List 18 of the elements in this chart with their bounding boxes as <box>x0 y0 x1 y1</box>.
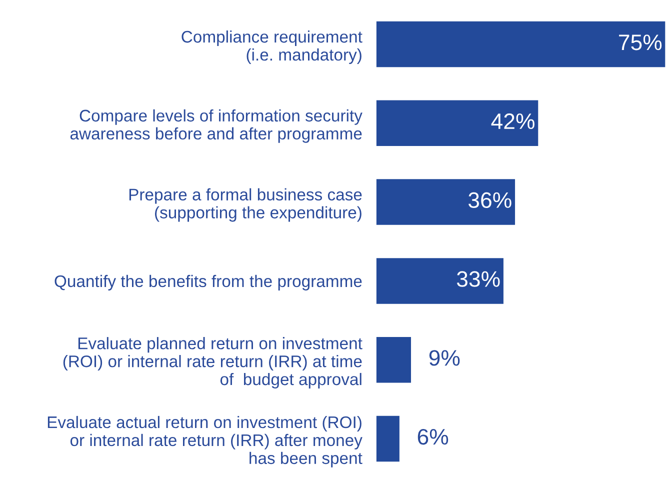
bar <box>376 179 516 225</box>
data-label: 33% <box>456 271 500 287</box>
y-tick-label: Evaluate actual return on investment (ROI) or internal rate return (IRR) after money has been spent <box>48 416 362 468</box>
data-label: 9% <box>429 350 460 366</box>
y-tick-label: Prepare a formal business case (supporting the expenditure) <box>129 188 362 222</box>
bar <box>376 416 400 462</box>
bar <box>376 21 666 68</box>
y-tick-label: Evaluate planned return on investment (ROI) or internal rate return (IRR) at time of budget approval <box>63 337 362 388</box>
bar <box>376 336 411 383</box>
data-label: 6% <box>418 428 448 445</box>
data-label: 42% <box>491 113 534 130</box>
y-tick-label: Compare levels of information security awareness before and after programme <box>70 109 362 143</box>
y-tick-label: Quantify the benefits from the programme <box>54 274 362 290</box>
bar <box>376 100 538 146</box>
data-label: 75% <box>619 34 662 50</box>
data-label: 36% <box>468 192 512 208</box>
bar <box>376 258 504 304</box>
y-tick-label: Compliance requirement (i.e. mandatory) <box>182 30 362 64</box>
